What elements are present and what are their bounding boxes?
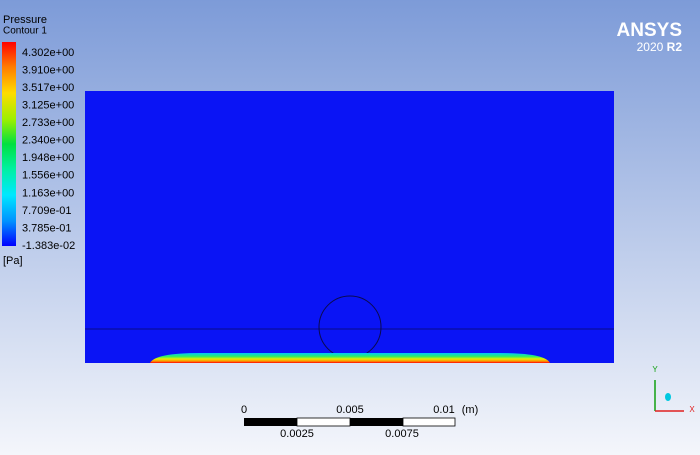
legend-label: 3.910e+00 bbox=[22, 64, 74, 76]
scale-label: 0.0075 bbox=[385, 428, 419, 440]
scale-label: 0.01 bbox=[433, 404, 454, 416]
triad-label: Y bbox=[652, 365, 658, 374]
legend-subtitle: Contour 1 bbox=[3, 26, 47, 37]
legend-label: 3.517e+00 bbox=[22, 82, 74, 94]
legend-label: 3.785e-01 bbox=[22, 222, 72, 234]
scale-seg bbox=[296, 417, 351, 427]
legend-label: 2.340e+00 bbox=[22, 135, 74, 147]
triad-label: X bbox=[689, 405, 695, 414]
pressure-band bbox=[150, 353, 550, 363]
legend-label: 3.125e+00 bbox=[22, 100, 74, 112]
legend-label: 1.163e+00 bbox=[22, 187, 74, 199]
logo-name: ANSYS bbox=[617, 20, 682, 41]
legend-label: 7.709e-01 bbox=[22, 205, 72, 217]
legend-unit: [Pa] bbox=[3, 255, 23, 267]
domain bbox=[85, 91, 614, 363]
scale-label: 0 bbox=[241, 404, 247, 416]
legend-title: Pressure bbox=[3, 14, 47, 26]
scale-label: 0.0025 bbox=[280, 428, 314, 440]
scale-seg bbox=[402, 417, 456, 427]
logo-year: 2020 bbox=[637, 40, 664, 54]
logo-release: R2 bbox=[667, 40, 683, 54]
legend-label: 1.948e+00 bbox=[22, 152, 74, 164]
scale-unit: (m) bbox=[462, 404, 479, 416]
legend-label: 2.733e+00 bbox=[22, 117, 74, 129]
legend-label: 1.556e+00 bbox=[22, 170, 74, 182]
legend-label: 4.302e+00 bbox=[22, 47, 74, 59]
scale-seg bbox=[244, 418, 297, 426]
triad-z bbox=[665, 393, 671, 401]
scale-seg bbox=[350, 418, 403, 426]
color-bar bbox=[2, 42, 16, 246]
legend-label: -1.383e-02 bbox=[22, 240, 75, 252]
logo-version: 2020 R2 bbox=[637, 40, 683, 54]
scale-label: 0.005 bbox=[336, 404, 364, 416]
